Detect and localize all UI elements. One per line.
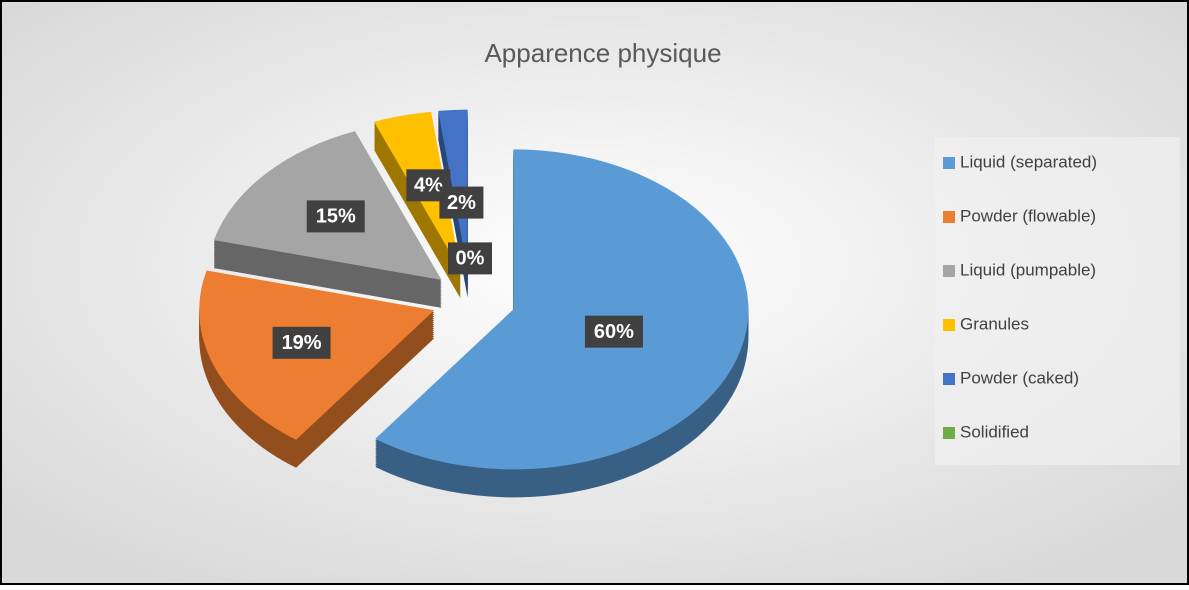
legend-swatch — [943, 157, 955, 169]
legend-swatch — [943, 265, 955, 277]
data-label: 2% — [447, 192, 476, 214]
legend-label: Granules — [960, 314, 1029, 333]
data-label-box — [584, 315, 643, 348]
data-label: 0% — [456, 248, 485, 270]
data-label: 60% — [594, 321, 634, 343]
legend-label: Powder (flowable) — [960, 206, 1096, 225]
data-label-box — [272, 326, 331, 359]
data-label: 4% — [414, 175, 443, 197]
data-label-box — [439, 186, 484, 219]
data-label: 15% — [316, 206, 356, 228]
legend-box — [935, 137, 1180, 465]
legend-swatch — [943, 211, 955, 223]
legend-swatch — [943, 373, 955, 385]
slice — [375, 149, 749, 470]
data-label-box — [448, 242, 492, 275]
legend-label: Liquid (separated) — [960, 152, 1097, 171]
legend-label: Liquid (pumpable) — [960, 260, 1096, 279]
legend-label: Powder (caked) — [960, 368, 1079, 387]
legend-swatch — [943, 427, 955, 439]
data-label-box — [306, 200, 365, 233]
chart-title: Apparence physique — [484, 38, 721, 68]
legend-swatch — [943, 319, 955, 331]
legend-label: Solidified — [960, 422, 1029, 441]
data-label: 19% — [282, 332, 322, 354]
